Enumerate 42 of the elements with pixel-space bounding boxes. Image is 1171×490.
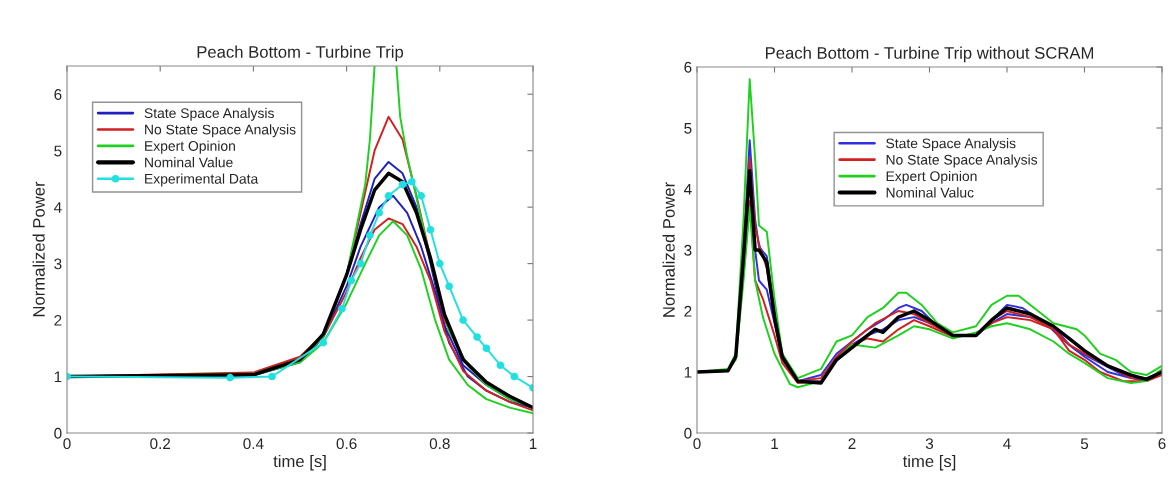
legend-label: State Space Analysis bbox=[144, 107, 274, 121]
legend-label: No State Space Analysis bbox=[886, 154, 1038, 168]
chart-title: Peach Bottom - Turbine Trip bbox=[197, 45, 404, 62]
x-tick-label: 0.6 bbox=[336, 438, 357, 450]
x-tick-label: 6 bbox=[1158, 438, 1166, 450]
chart-title: Peach Bottom - Turbine Trip without SCRAM bbox=[765, 46, 1094, 63]
y-tick-label: 4 bbox=[53, 202, 62, 213]
legend-label: Nominal Valuc bbox=[886, 187, 974, 198]
x-tick-label: 0 bbox=[63, 438, 71, 450]
x-tick-label: 0 bbox=[693, 438, 701, 450]
y-tick-label: 2 bbox=[54, 314, 62, 326]
x-tick-label: 3 bbox=[925, 438, 934, 450]
y-tick-label: 6 bbox=[54, 89, 62, 100]
x-tick-label: 0.8 bbox=[429, 438, 450, 450]
legend-label: Expert Opinion bbox=[886, 170, 977, 184]
legend-label: Expert Opinion bbox=[145, 140, 235, 154]
legend-label: State Space Analysis bbox=[886, 138, 1016, 152]
y-tick-label: 0 bbox=[684, 427, 692, 439]
y-tick-label: 4 bbox=[683, 184, 692, 195]
y-tick-label: 1 bbox=[684, 367, 692, 378]
y-axis-title: Normalized Power bbox=[662, 182, 675, 317]
y-tick-label: 5 bbox=[684, 123, 692, 134]
y-tick-label: 1 bbox=[54, 371, 62, 383]
legend-label: Nominal Value bbox=[145, 157, 233, 168]
x-tick-label: 1 bbox=[529, 438, 537, 449]
y-tick-label: 0 bbox=[54, 427, 62, 439]
y-tick-label: 3 bbox=[684, 244, 692, 256]
x-tick-label: 1 bbox=[771, 438, 778, 449]
x-tick-label: 0.2 bbox=[150, 438, 171, 450]
legend-label: Experimental Data bbox=[145, 173, 259, 187]
x-axis-title: time [s] bbox=[273, 454, 326, 471]
y-tick-label: 5 bbox=[54, 145, 62, 157]
x-axis-title: time [s] bbox=[902, 454, 956, 471]
x-tick-label: 2 bbox=[848, 438, 856, 449]
legend-label: No State Space Analysis bbox=[145, 124, 296, 138]
y-tick-label: 2 bbox=[684, 305, 692, 317]
x-tick-label: 5 bbox=[1080, 438, 1089, 450]
y-tick-label: 3 bbox=[54, 258, 62, 270]
y-axis-title: Normalized Power bbox=[32, 181, 45, 317]
x-tick-label: 0.4 bbox=[243, 438, 264, 450]
x-tick-label: 4 bbox=[1003, 438, 1011, 449]
y-tick-label: 6 bbox=[684, 61, 692, 73]
